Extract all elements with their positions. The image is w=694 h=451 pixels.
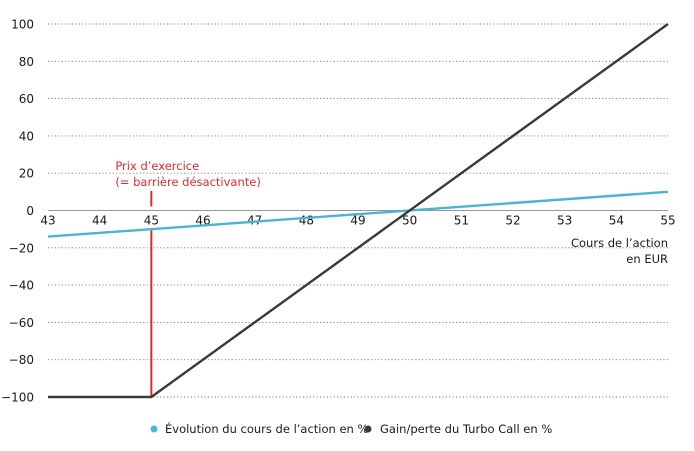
y-tick-label: 40 bbox=[19, 129, 34, 143]
legend-marker-turbo bbox=[364, 425, 372, 433]
x-axis-label: Cours de l’action en EUR bbox=[571, 236, 668, 266]
y-tick-label: −20 bbox=[9, 241, 34, 255]
x-tick-label: 44 bbox=[92, 214, 107, 228]
legend-label-turbo: Gain/perte du Turbo Call en % bbox=[380, 422, 552, 436]
x-tick-label: 48 bbox=[299, 214, 314, 228]
annotation-line-2: (= barrière désactivante) bbox=[115, 175, 261, 189]
x-axis-ticks: 43 44 45 46 47 48 49 50 51 52 53 54 55 bbox=[40, 214, 675, 228]
y-tick-label: −100 bbox=[1, 391, 34, 405]
legend-marker-stock bbox=[150, 425, 158, 433]
y-tick-label: 80 bbox=[19, 55, 34, 69]
y-axis-ticks: 100 80 60 40 20 0 −20 −40 −60 −80 −100 bbox=[1, 18, 34, 405]
x-tick-label: 45 bbox=[144, 214, 159, 228]
legend: Évolution du cours de l’action en % Gain… bbox=[150, 421, 552, 436]
x-tick-label: 55 bbox=[660, 214, 675, 228]
x-tick-label: 53 bbox=[557, 214, 572, 228]
strike-annotation: Prix d’exercice (= barrière désactivante… bbox=[115, 159, 261, 397]
x-tick-label: 52 bbox=[505, 214, 520, 228]
series-line-stock bbox=[47, 190, 669, 238]
x-tick-label: 54 bbox=[609, 214, 624, 228]
x-tick-label: 49 bbox=[350, 214, 365, 228]
y-tick-label: −40 bbox=[9, 279, 34, 293]
series bbox=[47, 23, 669, 399]
y-tick-label: 60 bbox=[19, 92, 34, 106]
x-axis-label-line-1: Cours de l’action bbox=[571, 236, 668, 250]
legend-label-stock: Évolution du cours de l’action en % bbox=[165, 421, 368, 436]
y-tick-label: −80 bbox=[9, 353, 34, 367]
y-tick-label: 20 bbox=[19, 167, 34, 181]
x-tick-label: 43 bbox=[40, 214, 55, 228]
x-tick-label: 51 bbox=[454, 214, 469, 228]
series-line-turbo bbox=[48, 23, 669, 399]
y-tick-label: 100 bbox=[11, 18, 34, 32]
grid-lines bbox=[48, 23, 668, 398]
y-tick-label: −60 bbox=[9, 316, 34, 330]
x-tick-label: 50 bbox=[402, 214, 417, 228]
annotation-line-1: Prix d’exercice bbox=[115, 159, 199, 173]
x-axis-label-line-2: en EUR bbox=[626, 252, 668, 266]
y-tick-label: 0 bbox=[26, 204, 34, 218]
